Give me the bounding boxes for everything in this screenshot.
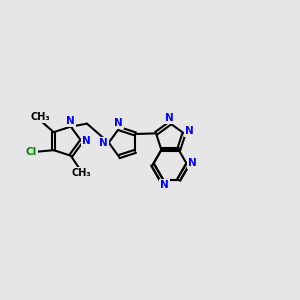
Text: N: N xyxy=(66,116,75,126)
Text: N: N xyxy=(99,138,108,148)
Text: Cl: Cl xyxy=(26,147,37,157)
Text: CH₃: CH₃ xyxy=(31,112,50,122)
Text: N: N xyxy=(188,158,197,168)
Text: N: N xyxy=(114,118,123,128)
Text: CH₃: CH₃ xyxy=(71,168,91,178)
Text: N: N xyxy=(82,136,91,146)
Text: N: N xyxy=(160,180,169,190)
Text: N: N xyxy=(185,126,194,136)
Text: N: N xyxy=(165,113,174,123)
